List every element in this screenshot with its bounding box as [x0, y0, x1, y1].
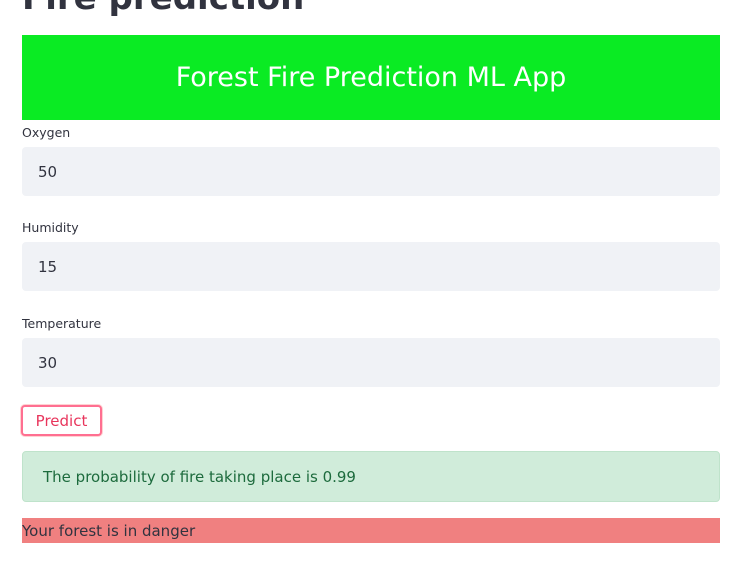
oxygen-input[interactable] — [22, 147, 720, 196]
probability-alert: The probability of fire taking place is … — [22, 451, 720, 502]
app-banner: Forest Fire Prediction ML App — [22, 35, 720, 120]
danger-verdict: Your forest is in danger — [22, 518, 720, 543]
temperature-field: Temperature — [22, 316, 720, 387]
oxygen-label: Oxygen — [22, 125, 71, 140]
danger-verdict-text: Your forest is in danger — [22, 521, 196, 540]
predict-button[interactable]: Predict — [21, 405, 102, 436]
banner-title: Forest Fire Prediction ML App — [175, 62, 567, 93]
humidity-label: Humidity — [22, 220, 79, 235]
oxygen-field: Oxygen — [22, 125, 720, 196]
temperature-label: Temperature — [22, 316, 102, 331]
temperature-input[interactable] — [22, 338, 720, 387]
probability-text: The probability of fire taking place is … — [43, 467, 356, 486]
humidity-field: Humidity — [22, 220, 720, 291]
page-title: Fire prediction — [22, 0, 304, 18]
humidity-input[interactable] — [22, 242, 720, 291]
